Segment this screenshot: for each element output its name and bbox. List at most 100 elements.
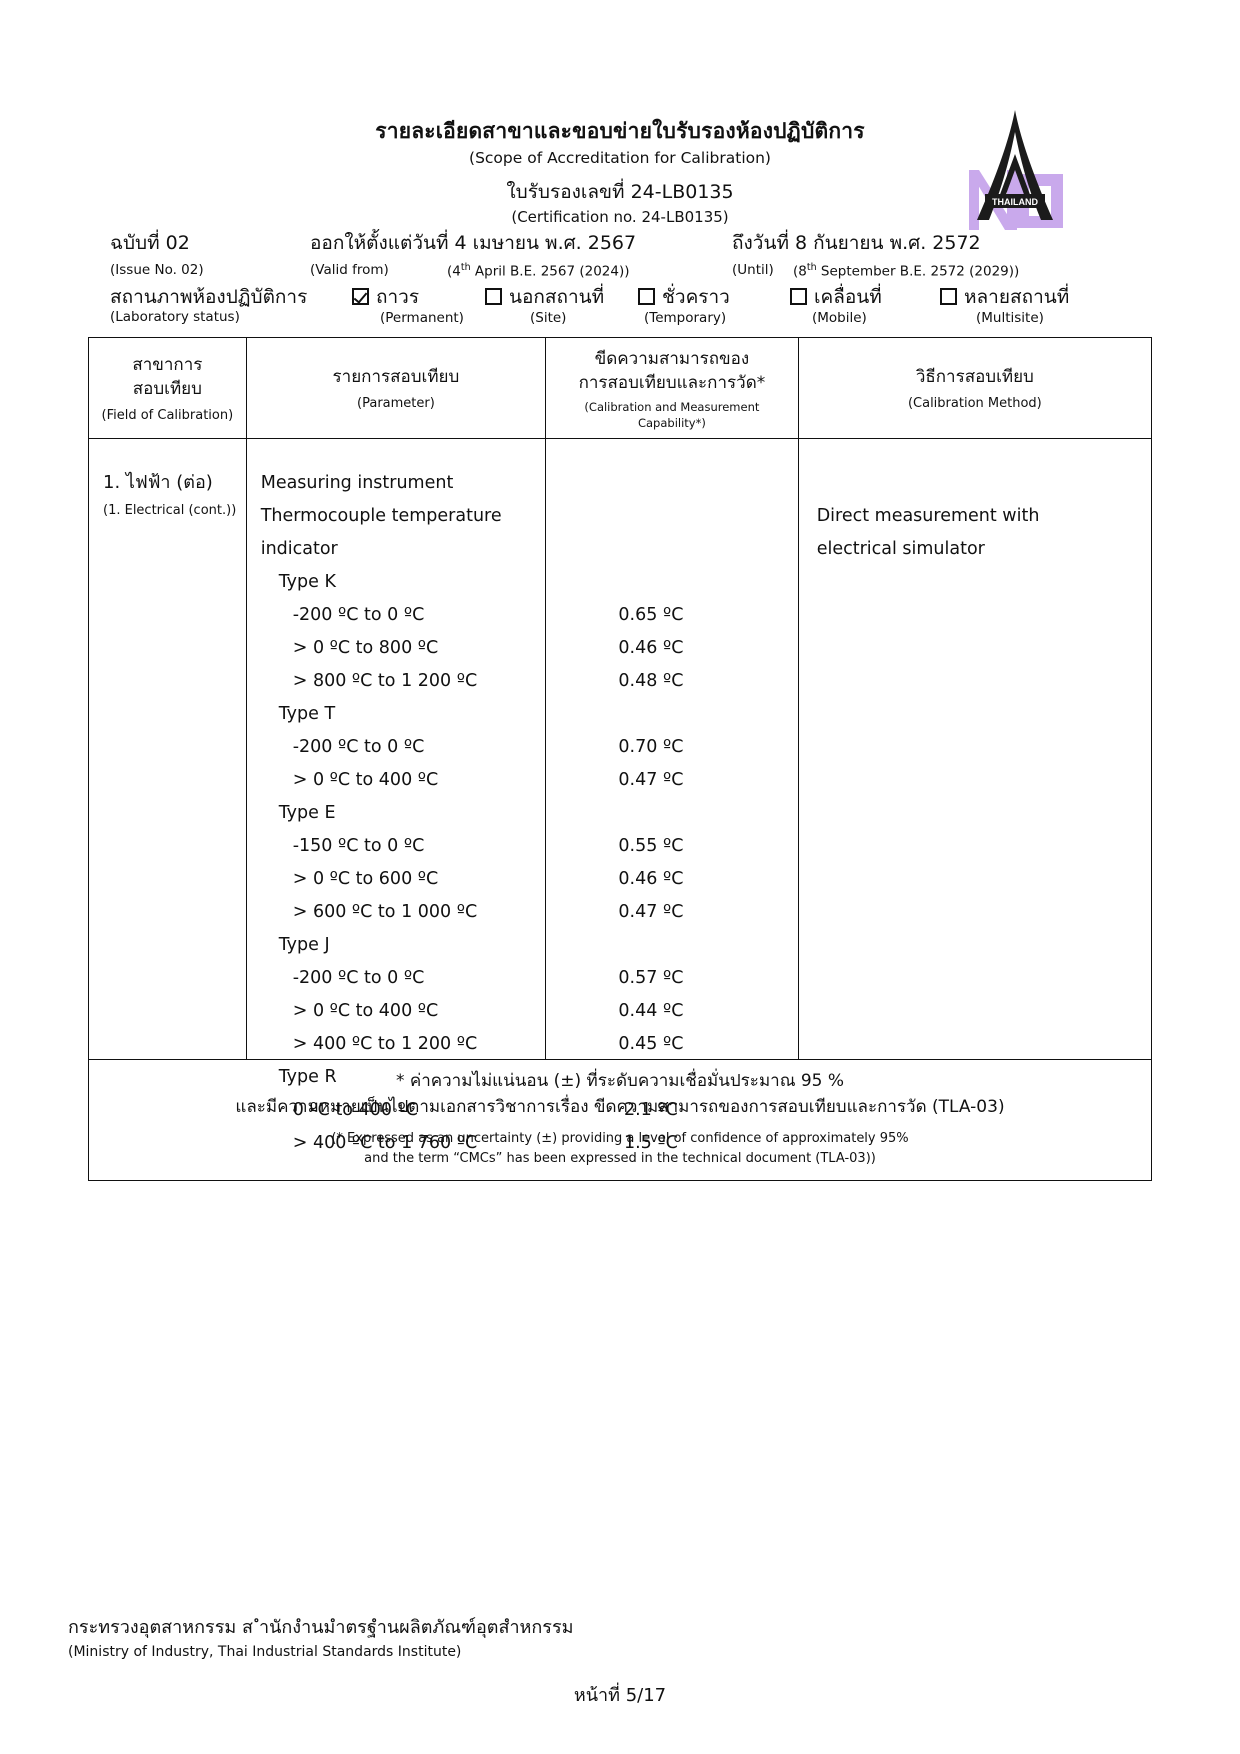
status-site-th: นอกสถานที่: [509, 286, 605, 308]
parameter-line: > 0 ºC to 400 ºC: [292, 1001, 439, 1021]
status-option-multisite[interactable]: หลายสถานที่ (Multisite): [940, 282, 1070, 326]
cmc-value: 0.48 ºC: [618, 671, 684, 691]
cmc-value: 0.47 ºC: [618, 902, 684, 922]
cmc-value: 0.57 ºC: [618, 968, 684, 988]
header-col1-th-line2: สอบเทียบ: [132, 379, 202, 400]
header-col2-en: (Parameter): [357, 395, 435, 411]
laboratory-status-label-th: สถานภาพห้องปฏิบัติการ: [110, 286, 308, 308]
document-header: รายละเอียดสาขาและขอบข่ายใบรับรองห้องปฏิบ…: [0, 118, 1240, 227]
header-field-of-calibration: สาขาการ สอบเทียบ (Field of Calibration): [89, 338, 247, 438]
parameter-line: > 0 ºC to 800 ºC: [292, 638, 439, 658]
checkbox-permanent-icon[interactable]: [352, 288, 369, 305]
parameter-line: > 0 ºC to 400 ºC: [292, 770, 439, 790]
parameter-line: > 0 ºC to 600 ºC: [292, 869, 439, 889]
cmc-value: 0.47 ºC: [618, 770, 684, 790]
status-option-site[interactable]: นอกสถานที่ (Site): [485, 282, 605, 326]
cmc-value: [552, 1061, 792, 1094]
footnote-th-line2: และมีความหมายเป็นไปตามเอกสารวิชาการเรื่อ…: [235, 1096, 1005, 1117]
status-option-temporary[interactable]: ชั่วคราว (Temporary): [638, 282, 730, 326]
parameter-line: -150 ºC to 0 ºC: [292, 836, 425, 856]
issue-number-en: (Issue No. 02): [110, 262, 204, 278]
page-title-en: (Scope of Accreditation for Calibration): [469, 149, 771, 168]
parameter-line: Type T: [278, 704, 336, 724]
valid-date-post: April B.E. 2567 (2024)): [470, 263, 630, 280]
checkbox-site-icon[interactable]: [485, 288, 502, 305]
status-permanent-en: (Permanent): [380, 310, 464, 326]
page-number: หน้าที่ 5/17: [573, 1685, 667, 1706]
valid-date-sup: th: [460, 262, 471, 273]
until-date-en: (8th September B.E. 2572 (2029)): [793, 262, 1019, 280]
until-date-post: September B.E. 2572 (2029)): [816, 263, 1020, 280]
scope-table: สาขาการ สอบเทียบ (Field of Calibration) …: [88, 337, 1152, 1182]
parameter-line: Type E: [278, 803, 336, 823]
cmc-value: 2.1 ºC: [623, 1100, 678, 1120]
method-line: Direct measurement with: [816, 506, 1040, 526]
parameter-line: Thermocouple temperature: [260, 506, 502, 526]
checkbox-temporary-icon[interactable]: [638, 288, 655, 305]
cmc-value: [552, 500, 792, 533]
parameter-line: > 800 ºC to 1 200 ºC: [292, 671, 478, 691]
header-parameter: รายการสอบเทียบ (Parameter): [247, 338, 547, 438]
checkbox-mobile-icon[interactable]: [790, 288, 807, 305]
issue-number-th: ฉบับที่ 02: [110, 232, 190, 254]
header-col4-th: วิธีการสอบเทียบ: [915, 367, 1034, 388]
parameter-line: Measuring instrument: [260, 473, 454, 493]
scope-table-body: 1. ไฟฟ้า (ต่อ) (1. Electrical (cont.)) M…: [89, 439, 1151, 1153]
cmc-value: 0.70 ºC: [618, 737, 684, 757]
parameter-line: Type J: [278, 935, 330, 955]
cmc-value: 0.46 ºC: [618, 869, 684, 889]
checkbox-multisite-icon[interactable]: [940, 288, 957, 305]
cmc-value: [552, 698, 792, 731]
header-col1-en: (Field of Calibration): [101, 408, 234, 424]
until-date-sup: th: [806, 262, 817, 273]
parameter-line: indicator: [260, 539, 338, 559]
status-site-en: (Site): [530, 310, 567, 326]
header-col1-th-line1: สาขาการ: [132, 354, 203, 375]
certificate-number-en: (Certification no. 24-LB0135): [511, 208, 729, 227]
issue-validity-row: ฉบับที่ 02 (Issue No. 02) ออกให้ตั้งแต่ว…: [0, 232, 1240, 282]
parameter-line: > 400 ºC to 1 200 ºC: [292, 1034, 478, 1054]
header-col3-th-line2: การสอบเทียบและการวัด*: [578, 373, 766, 394]
method-line: electrical simulator: [816, 539, 985, 559]
valid-from-th: ออกให้ตั้งแต่วันที่ 4 เมษายน พ.ศ. 2567: [310, 232, 637, 254]
footnote-th-line1: * ค่าความไม่แน่นอน (±) ที่ระดับความเชื่อ…: [395, 1071, 845, 1091]
method-line: [817, 467, 1145, 500]
parameter-list: Measuring instrument Thermocouple tempera…: [253, 457, 539, 1160]
cell-parameters: Measuring instrument Thermocouple tempera…: [247, 439, 547, 1153]
cmc-value: [552, 566, 792, 599]
nac-thailand-logo: THAILAND: [955, 108, 1075, 230]
ministry-th: กระทรวงอุตสาหกรรม ส ำนักงำนมำตรฐำนผลิตภั…: [68, 1617, 574, 1638]
cell-field-of-calibration: 1. ไฟฟ้า (ต่อ) (1. Electrical (cont.)): [89, 439, 247, 1059]
footnote-en-line2: and the term “CMCs” has been expressed i…: [364, 1151, 876, 1167]
cell-cmc-values: 0.65 ºC 0.46 ºC 0.48 ºC 0.70 ºC 0.47 ºC 0.5…: [546, 439, 799, 1153]
status-permanent-th: ถาวร: [376, 286, 420, 308]
until-label-en: (Until): [732, 262, 774, 278]
parameter-line: Type R: [278, 1067, 337, 1087]
ministry-en: (Ministry of Industry, Thai Industrial S…: [68, 1644, 462, 1660]
parameter-line: -200 ºC to 0 ºC: [292, 968, 425, 988]
certificate-number-th: ใบรับรองเลขที่ 24-LB0135: [506, 180, 734, 203]
status-option-permanent[interactable]: ถาวร (Permanent): [352, 282, 464, 326]
cmc-value: [552, 533, 792, 566]
header-col3-en: (Calibration and Measurement Capability*…: [584, 400, 760, 430]
status-multisite-th: หลายสถานที่: [964, 286, 1070, 308]
cmc-value: 0.55 ºC: [618, 836, 684, 856]
cmc-footnote: * ค่าความไม่แน่นอน (±) ที่ระดับความเชื่อ…: [89, 1060, 1151, 1180]
parameter-line: > 600 ºC to 1 000 ºC: [292, 902, 478, 922]
until-date-pre: (8: [793, 263, 807, 280]
method-list: Direct measurement with electrical simula…: [805, 457, 1145, 566]
status-temporary-th: ชั่วคราว: [662, 286, 730, 308]
header-col2-th: รายการสอบเทียบ: [332, 367, 460, 388]
cmc-value: [552, 467, 792, 500]
status-temporary-en: (Temporary): [644, 310, 727, 326]
footnote-en-line1: (* Expressed as an uncertainty (±) provi…: [331, 1131, 909, 1146]
scope-table-header: สาขาการ สอบเทียบ (Field of Calibration) …: [89, 338, 1151, 439]
header-calibration-method: วิธีการสอบเทียบ (Calibration Method): [799, 338, 1151, 438]
valid-from-date-en: (4th April B.E. 2567 (2024)): [447, 262, 630, 280]
header-col3-th-line1: ขีดความสามารถของ: [594, 348, 750, 369]
cmc-value: 0.44 ºC: [618, 1001, 684, 1021]
cmc-value: 1.5 ºC: [623, 1133, 678, 1153]
status-option-mobile[interactable]: เคลื่อนที่ (Mobile): [790, 282, 882, 326]
field-of-calibration-th: 1. ไฟฟ้า (ต่อ): [103, 472, 213, 493]
